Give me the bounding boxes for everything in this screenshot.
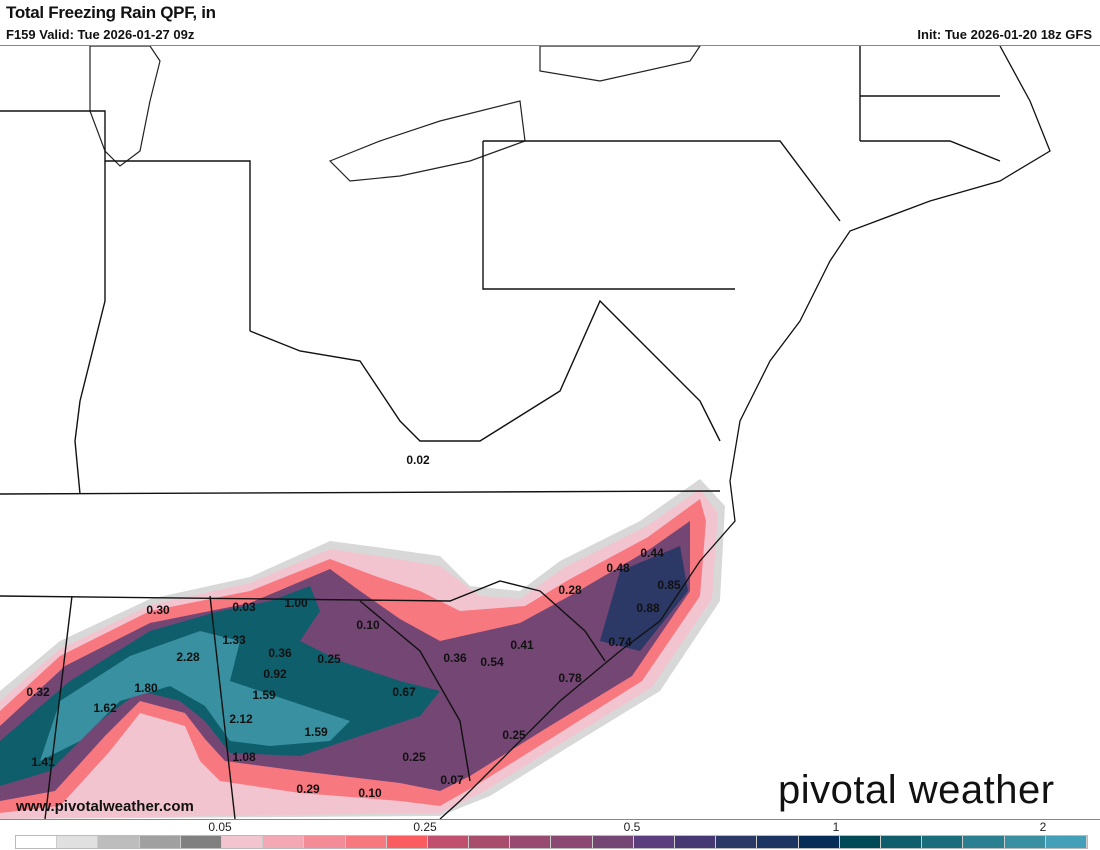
colorbar-swatch: [180, 836, 222, 848]
value-label: 1.59: [252, 688, 276, 702]
valid-time: F159 Valid: Tue 2026-01-27 09z: [6, 27, 195, 42]
colorbar-swatch: [345, 836, 387, 848]
colorbar-swatch: [1004, 836, 1046, 848]
value-label: 0.10: [356, 618, 380, 632]
colorbar-swatch: [139, 836, 181, 848]
colorbar-tick: 1: [832, 820, 840, 834]
colorbar-swatch: [757, 836, 799, 848]
colorbar-swatch: [263, 836, 305, 848]
value-label: 0.36: [268, 646, 292, 660]
atlantic-coastline: [439, 45, 1051, 820]
watermark-url: www.pivotalweather.com: [16, 798, 194, 815]
value-label: 0.44: [640, 546, 664, 560]
value-label: 1.80: [134, 681, 158, 695]
value-label: 0.36: [443, 651, 467, 665]
value-label: 0.54: [480, 655, 504, 669]
colorbar-swatch: [1045, 836, 1087, 848]
value-label: 1.33: [222, 633, 246, 647]
value-label: 0.29: [296, 782, 320, 796]
value-label: 0.32: [26, 685, 50, 699]
value-label: 0.25: [402, 750, 426, 764]
colorbar-swatch: [304, 836, 346, 848]
value-label: 0.03: [232, 600, 256, 614]
init-time: Init: Tue 2026-01-20 18z GFS: [917, 27, 1092, 42]
colorbar-swatch: [469, 836, 511, 848]
value-label: 2.28: [176, 650, 200, 664]
state-borders: [0, 46, 1001, 820]
colorbar-swatch: [633, 836, 675, 848]
value-label: 1.00: [284, 596, 308, 610]
value-label: 0.88: [636, 601, 660, 615]
map-title: Total Freezing Rain QPF, in: [6, 3, 216, 22]
colorbar-swatch: [922, 836, 964, 848]
value-label: 0.25: [502, 728, 526, 742]
precip-map: [0, 45, 1051, 820]
colorbar-swatch: [839, 836, 881, 848]
colorbar-swatch: [98, 836, 140, 848]
colorbar-swatch: [716, 836, 758, 848]
value-label: 2.12: [229, 712, 253, 726]
value-label: 1.41: [31, 755, 55, 769]
colorbar-swatch: [57, 836, 99, 848]
value-label: 0.85: [657, 578, 681, 592]
value-label: 0.67: [392, 685, 416, 699]
colorbar-swatch: [592, 836, 634, 848]
value-label: 0.25: [317, 652, 341, 666]
colorbar-swatch: [551, 836, 593, 848]
colorbar-swatch: [16, 836, 58, 848]
freezing-rain-field: [0, 479, 725, 819]
value-label: 1.62: [93, 701, 117, 715]
colorbar-tick: 0.25: [413, 820, 437, 834]
colorbar-tick: 0.5: [623, 820, 641, 834]
value-label: 1.08: [232, 750, 256, 764]
value-label: 0.07: [440, 773, 464, 787]
colorbar-swatch: [880, 836, 923, 848]
value-label: 0.78: [558, 671, 582, 685]
value-label: 0.28: [558, 583, 582, 597]
colorbar-swatch: [675, 836, 717, 848]
colorbar-swatch: [427, 836, 470, 848]
value-label: 0.48: [606, 561, 630, 575]
map-canvas[interactable]: [0, 45, 1100, 820]
value-label: 0.30: [146, 603, 170, 617]
lake-michigan: [89, 45, 161, 167]
value-label: 0.02: [406, 453, 430, 467]
lake-ontario: [539, 45, 702, 82]
value-label: 0.74: [608, 635, 632, 649]
colorbar-tick: 2: [1039, 820, 1047, 834]
colorbar-swatch: [963, 836, 1005, 848]
pivotal-weather-logo: pivotal weather: [778, 768, 1055, 812]
value-label: 0.92: [263, 667, 287, 681]
value-label: 0.10: [358, 786, 382, 800]
colorbar-swatch: [386, 836, 428, 848]
colorbar: [15, 835, 1088, 849]
colorbar-swatch: [221, 836, 264, 848]
value-label: 1.59: [304, 725, 328, 739]
colorbar-swatch: [798, 836, 840, 848]
colorbar-swatch: [510, 836, 552, 848]
colorbar-tick: 0.05: [208, 820, 232, 834]
value-label: 0.41: [510, 638, 534, 652]
